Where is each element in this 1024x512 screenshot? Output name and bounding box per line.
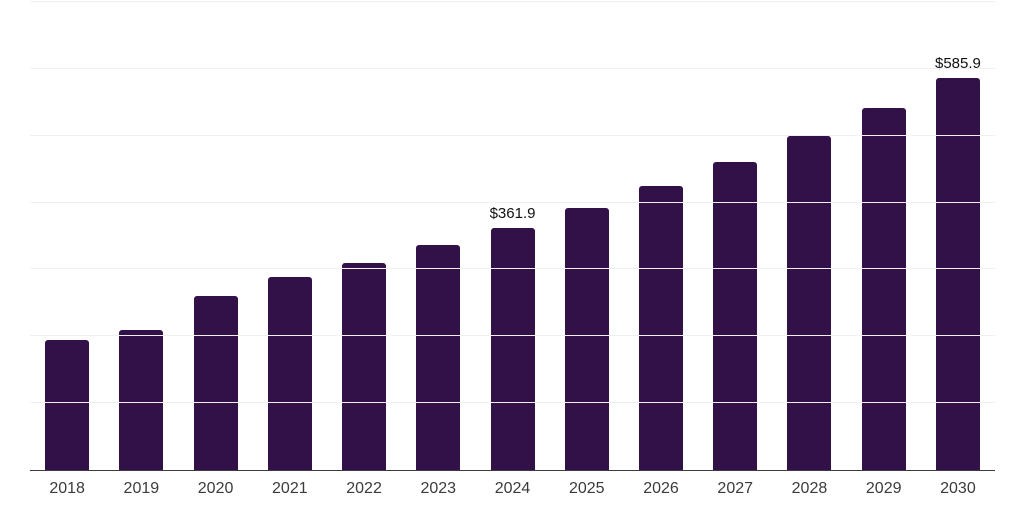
x-tick-label-2019: 2019 [123, 480, 160, 497]
x-tick-label-2027: 2027 [717, 480, 754, 497]
x-tick-label-2023: 2023 [420, 480, 457, 497]
bar-group-2028 [772, 2, 846, 470]
x-tick-label-2024: 2024 [494, 480, 531, 497]
bar-2018 [45, 339, 90, 470]
bar-group-2024: $361.9 [475, 2, 549, 470]
bar-2029 [861, 108, 906, 470]
bar-2024 [490, 228, 535, 470]
bar-group-2030: $585.9 [921, 2, 995, 470]
bar-group-2019 [104, 2, 178, 470]
bar-2019 [119, 329, 164, 470]
bar-2026 [638, 185, 683, 470]
gridline-200 [30, 335, 995, 337]
bar-group-2020 [178, 2, 252, 470]
gridline-300 [30, 268, 995, 270]
x-tick-label-2018: 2018 [49, 480, 85, 497]
gridline-700 [30, 1, 995, 2]
bars-container: $361.9 $585.9 [30, 2, 995, 470]
x-axis-labels: 2018 2019 2020 2021 2022 2023 2024 2025 2026 2027… [30, 481, 995, 497]
bar-group-2027 [698, 2, 772, 470]
bar-group-2025 [550, 2, 624, 470]
x-tick-label-2020: 2020 [197, 480, 234, 497]
bar-2030 [935, 78, 980, 470]
x-tick-label-2028: 2028 [791, 480, 828, 497]
bar-group-2029 [847, 2, 921, 470]
x-tick-label-2030: 2030 [940, 480, 976, 497]
bar-2028 [787, 136, 832, 470]
bar-2021 [267, 277, 312, 470]
bar-2022 [342, 262, 387, 470]
x-tick-label-2026: 2026 [643, 480, 679, 497]
bar-group-2018 [30, 2, 104, 470]
gridline-100 [30, 402, 995, 404]
plot-area: $361.9 $585.9 [30, 1, 995, 471]
x-tick-label-2025: 2025 [568, 480, 605, 497]
bar-group-2022 [327, 2, 401, 470]
gridline-400 [30, 201, 995, 203]
x-tick-label-2021: 2021 [272, 480, 308, 497]
gridline-500 [30, 134, 995, 136]
bar-2020 [193, 295, 238, 470]
x-tick-label-2022: 2022 [346, 480, 382, 497]
gridline-600 [30, 67, 995, 69]
bar-value-label-2030: $585.9 [934, 55, 981, 73]
bar-value-label-2024: $361.9 [489, 205, 536, 223]
bar-2025 [564, 207, 609, 470]
bar-group-2023 [401, 2, 475, 470]
bar-group-2021 [253, 2, 327, 470]
bar-group-2026 [624, 2, 698, 470]
bar-2027 [713, 162, 758, 470]
bar-2023 [416, 245, 461, 470]
x-tick-label-2029: 2029 [865, 480, 902, 497]
